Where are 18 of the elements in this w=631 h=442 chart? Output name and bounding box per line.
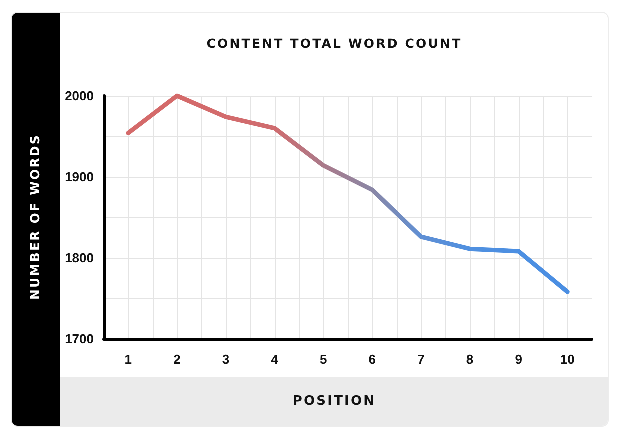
x-tick-label: 5 <box>320 352 328 367</box>
y-tick-label: 1700 <box>65 332 94 346</box>
line-series <box>126 94 570 294</box>
y-tick-label: 2000 <box>65 88 94 104</box>
x-tick-label: 6 <box>368 352 376 367</box>
y-tick-label: 1800 <box>65 250 94 266</box>
x-tick-label: 3 <box>222 352 230 367</box>
x-tick-label: 2 <box>174 352 181 367</box>
y-tick-label: 1900 <box>65 170 94 184</box>
x-tick-label: 9 <box>515 352 522 367</box>
x-tick-label: 4 <box>271 352 280 367</box>
chart-title: CONTENT TOTAL WORD COUNT <box>206 36 464 51</box>
x-tick-label: 1 <box>124 352 132 367</box>
x-axis-title: POSITION <box>292 394 378 409</box>
x-tick-label: 10 <box>560 352 575 367</box>
x-tick-label: 8 <box>466 352 474 367</box>
x-tick-label: 7 <box>418 352 425 367</box>
y-axis-title: NUMBER OF WORDS <box>28 134 42 300</box>
